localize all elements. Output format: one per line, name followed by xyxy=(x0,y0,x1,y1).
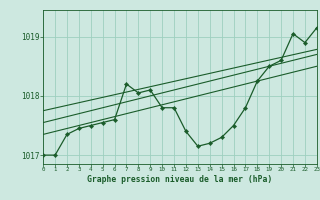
X-axis label: Graphe pression niveau de la mer (hPa): Graphe pression niveau de la mer (hPa) xyxy=(87,175,273,184)
